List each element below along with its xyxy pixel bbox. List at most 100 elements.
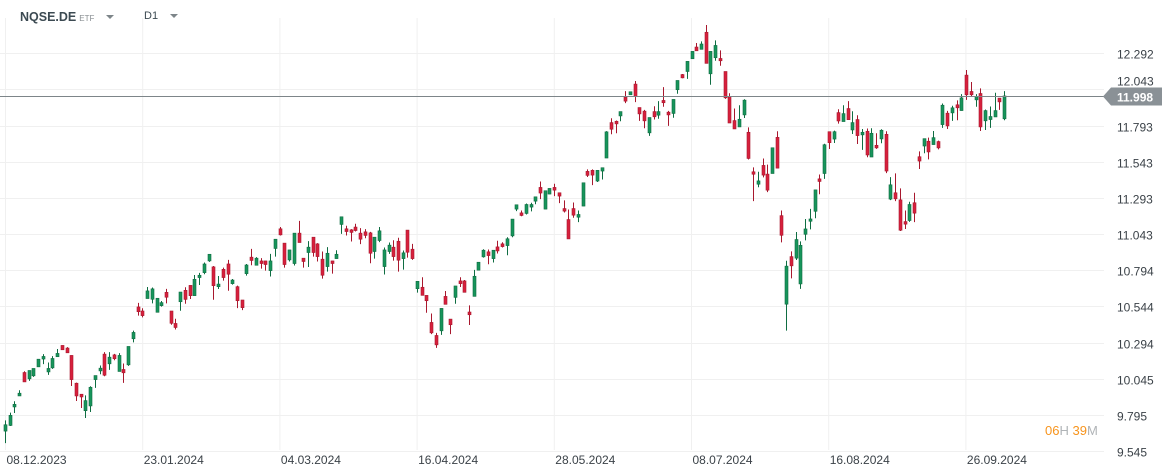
candle-up [98,365,103,375]
candle-body [216,283,221,287]
candle-down [282,242,287,268]
y-tick-label: 12.292 [1117,48,1154,62]
candle-body [997,97,1002,103]
candle-body [690,51,695,60]
candle-body [922,138,927,147]
y-tick-label: 12.043 [1117,75,1154,89]
candle-body [159,302,164,306]
candle-down [633,81,638,103]
candle-up [268,253,273,277]
candle-down [311,236,316,257]
candle-down [723,71,728,99]
candle-up [699,41,704,50]
candle-up [529,202,534,212]
candle-body [500,243,505,247]
x-tick-label: 04.03.2024 [281,453,341,467]
candle-down [898,188,903,231]
y-tick-label: 10.544 [1117,301,1154,315]
candle-body [727,96,732,124]
candle-down [884,131,889,174]
timeframe-selector[interactable]: D1 [144,10,179,22]
candle-up [1002,91,1007,121]
candle-body [585,171,590,176]
candle-body [623,96,628,102]
candle-down [112,353,117,361]
candle-body [311,236,316,253]
candle-body [822,144,827,174]
candle-down [585,169,590,177]
candle-down [623,91,628,104]
candle-body [297,232,302,243]
candle-body [798,244,803,285]
candle-down [320,251,325,279]
candle-body [448,318,453,326]
candle-down [221,267,226,281]
candle-body [718,58,723,62]
candle-body [292,232,297,264]
candle-down [183,287,188,304]
candle-up [192,274,197,296]
candle-body [126,346,131,366]
candle-body [495,246,500,252]
candle-down [836,109,841,124]
candle-down [642,109,647,129]
candle-down [969,82,974,97]
candle-body [666,111,671,116]
instrument-type: ETF [79,13,95,23]
symbol-selector[interactable]: NQSE.DE ETF [20,10,115,24]
chevron-down-icon[interactable] [170,14,179,18]
candle-body [401,252,406,259]
candle-up [387,242,392,254]
candle-down [69,355,74,386]
candle-up [159,301,164,307]
candle-down [732,108,737,130]
candle-body [315,243,320,257]
candle-body [197,274,202,278]
candle-up [888,177,893,201]
candle-body [983,110,988,122]
candle-up [628,91,633,96]
candle-down [680,73,685,79]
candle-body [363,231,368,236]
candle-up [31,368,36,377]
candle-body [756,180,761,185]
candle-down [538,181,543,200]
candle-body [382,249,387,267]
candle-up [950,105,955,121]
time-axis[interactable]: 08.12.2023 23.01.2024 04.03.2024 16.04.2024… [7,453,1028,467]
candle-up [401,250,406,270]
price-axis[interactable]: 12.292 12.043 11.793 11.543 11.293 11.043 10.7… [1117,48,1154,460]
candle-down [912,192,917,223]
candle-body [240,299,245,308]
candle-body [424,295,429,302]
candle-countdown: 06H 39M [1045,423,1098,438]
candle-body [637,107,642,115]
timeframe-value: D1 [144,10,159,22]
candle-body [230,279,235,284]
candle-body [434,335,439,346]
candle-up [576,210,581,223]
candle-body [259,260,264,264]
candle-body [330,260,335,264]
candle-body [907,204,912,221]
candle-up [505,237,510,256]
candle-down [405,229,410,258]
candle-down [420,277,425,296]
candle-body [964,74,969,96]
candle-down [169,310,174,325]
candle-up [476,261,481,271]
candle-body [391,246,396,257]
candle-down [467,305,472,326]
candle-up [604,131,609,159]
x-tick-label: 08.07.2024 [693,453,753,467]
candle-body [368,232,373,254]
candle-down [121,363,126,383]
y-tick-label: 11.543 [1117,157,1153,171]
candle-body [514,204,519,210]
candle-body [841,113,846,122]
candle-down [173,318,178,330]
candle-up [334,250,339,259]
chevron-down-icon[interactable] [106,15,115,19]
candle-up [756,171,761,188]
